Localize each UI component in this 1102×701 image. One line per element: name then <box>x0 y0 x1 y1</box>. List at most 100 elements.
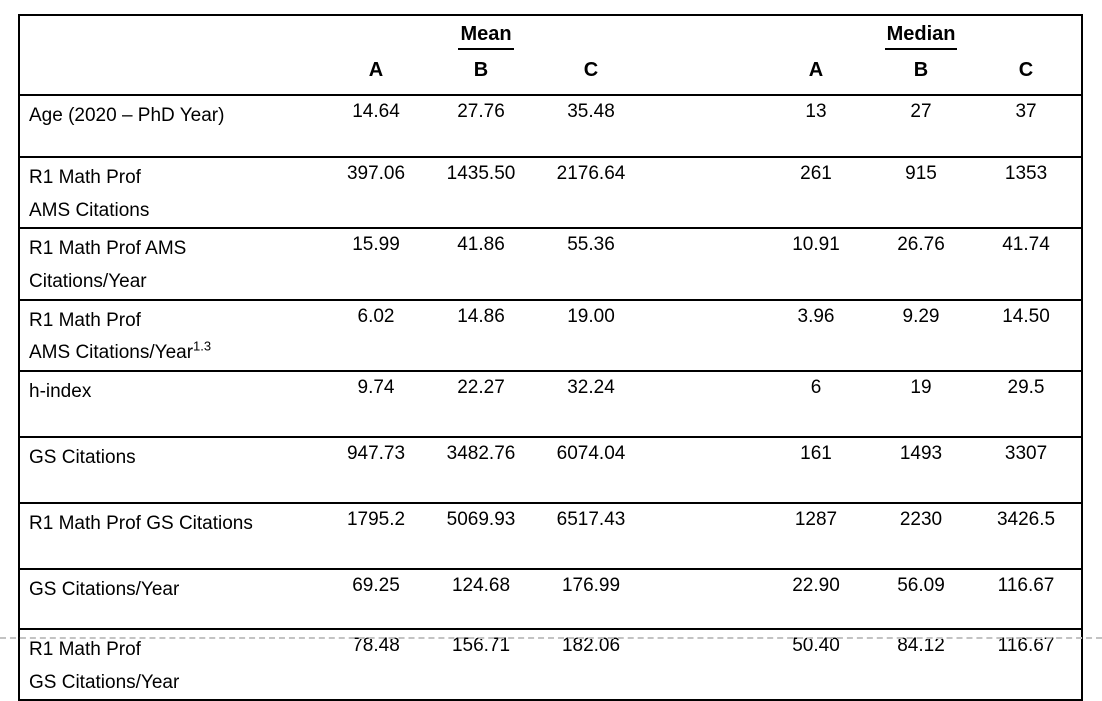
mean-a-value: 15.99 <box>321 227 431 300</box>
median-c-value: 1353 <box>971 155 1083 229</box>
median-group-label: Median <box>884 22 958 50</box>
table-row: Age (2020 – PhD Year) 14.64 27.76 35.48 13 27… <box>19 94 1083 157</box>
table-header: Mean Median A B C A B C <box>19 15 1082 95</box>
table-row: GS Citations/Year 69.25 124.68 176.99 22.90 5… <box>19 568 1083 630</box>
mean-c-value: 176.99 <box>531 568 651 630</box>
row-label: h-index <box>19 370 321 438</box>
table-row: R1 Math Prof AMS Citations 397.06 1435.50 21… <box>19 155 1083 229</box>
column-gap <box>651 370 761 438</box>
mean-c-value: 19.00 <box>531 298 651 372</box>
mean-c-value: 6074.04 <box>531 436 651 504</box>
column-gap <box>651 298 761 372</box>
median-b-value: 9.29 <box>871 298 971 372</box>
group-header-row: Mean Median <box>19 15 1082 54</box>
page-bottom-dashed-rule <box>0 637 1102 639</box>
row-label-line: GS Citations/Year <box>29 579 180 601</box>
column-gap <box>651 568 761 630</box>
median-b-value: 915 <box>871 155 971 229</box>
mean-b-value: 22.27 <box>431 370 531 438</box>
label-exponent: 1.3 <box>193 339 212 355</box>
column-gap <box>651 227 761 300</box>
statistics-table-container: Mean Median A B C A B C Age (2020 – PhD … <box>18 14 1084 701</box>
mean-b-value: 41.86 <box>431 227 531 300</box>
row-label-line: AMS Citations <box>29 199 150 221</box>
mean-a-value: 14.64 <box>321 94 431 157</box>
row-label-line: R1 Math Prof GS Citations <box>29 513 253 535</box>
median-a-value: 1287 <box>761 502 871 570</box>
mean-a-value: 947.73 <box>321 436 431 504</box>
table-body: Age (2020 – PhD Year) 14.64 27.76 35.48 13 27… <box>19 94 1083 701</box>
mean-a-value: 397.06 <box>321 155 431 229</box>
table-row: R1 Math Prof GS Citations/Year 78.48 156.71… <box>19 628 1083 701</box>
median-col-a-header: A <box>808 59 824 81</box>
mean-c-value: 55.36 <box>531 227 651 300</box>
mean-c-value: 2176.64 <box>531 155 651 229</box>
median-b-value: 27 <box>871 94 971 157</box>
row-label-line: R1 Math Prof <box>29 309 141 331</box>
median-c-value: 3307 <box>971 436 1083 504</box>
row-label-line: GS Citations <box>29 447 136 469</box>
column-gap <box>651 155 761 229</box>
median-a-value: 261 <box>761 155 871 229</box>
row-label-line: GS Citations/Year <box>29 671 180 693</box>
mean-b-value: 124.68 <box>431 568 531 630</box>
mean-a-value: 78.48 <box>321 628 431 701</box>
mean-a-value: 1795.2 <box>321 502 431 570</box>
median-c-value: 29.5 <box>971 370 1083 438</box>
header-spacer <box>19 15 321 54</box>
row-label: R1 Math Prof AMS Citations/Year <box>19 227 321 300</box>
mean-c-value: 182.06 <box>531 628 651 701</box>
median-a-value: 22.90 <box>761 568 871 630</box>
median-a-value: 10.91 <box>761 227 871 300</box>
mean-col-b-header: B <box>473 59 489 81</box>
mean-col-a-header: A <box>368 59 384 81</box>
mean-c-value: 6517.43 <box>531 502 651 570</box>
median-a-value: 6 <box>761 370 871 438</box>
median-group-header: Median <box>761 15 1082 54</box>
row-label: GS Citations/Year <box>19 568 321 630</box>
mean-group-header: Mean <box>321 15 651 54</box>
median-col-b-header: B <box>913 59 929 81</box>
mean-group-label: Mean <box>458 22 514 50</box>
mean-col-c-header: C <box>583 59 599 81</box>
median-c-value: 3426.5 <box>971 502 1083 570</box>
mean-c-value: 32.24 <box>531 370 651 438</box>
row-label: R1 Math Prof GS Citations/Year <box>19 628 321 701</box>
row-label: Age (2020 – PhD Year) <box>19 94 321 157</box>
row-label: GS Citations <box>19 436 321 504</box>
mean-b-value: 1435.50 <box>431 155 531 229</box>
row-label: R1 Math Prof GS Citations <box>19 502 321 570</box>
table-row: h-index 9.74 22.27 32.24 6 19 29.5 <box>19 370 1083 438</box>
median-c-value: 41.74 <box>971 227 1083 300</box>
mean-b-value: 3482.76 <box>431 436 531 504</box>
median-a-value: 161 <box>761 436 871 504</box>
row-label-line: Citations/Year <box>29 271 147 293</box>
median-b-value: 26.76 <box>871 227 971 300</box>
table-row: R1 Math Prof GS Citations 1795.2 5069.93 65… <box>19 502 1083 570</box>
table-row: R1 Math Prof AMS Citations/Year1.3 6.02 14.… <box>19 298 1083 372</box>
column-header-row: A B C A B C <box>19 54 1082 95</box>
median-b-value: 19 <box>871 370 971 438</box>
header-gap <box>651 54 761 95</box>
row-label-line: R1 Math Prof <box>29 167 141 188</box>
median-c-value: 116.67 <box>971 568 1083 630</box>
statistics-table: Mean Median A B C A B C Age (2020 – PhD … <box>18 14 1084 701</box>
column-gap <box>651 94 761 157</box>
row-label: R1 Math Prof AMS Citations/Year1.3 <box>19 298 321 372</box>
column-gap <box>651 628 761 701</box>
mean-c-value: 35.48 <box>531 94 651 157</box>
mean-b-value: 5069.93 <box>431 502 531 570</box>
header-spacer <box>19 54 321 95</box>
mean-b-value: 27.76 <box>431 94 531 157</box>
table-row: GS Citations 947.73 3482.76 6074.04 161 1493 3… <box>19 436 1083 504</box>
mean-b-value: 14.86 <box>431 298 531 372</box>
column-gap <box>651 436 761 504</box>
column-gap <box>651 502 761 570</box>
mean-a-value: 6.02 <box>321 298 431 372</box>
row-label-line: R1 Math Prof AMS <box>29 238 187 260</box>
median-col-c-header: C <box>1018 59 1034 81</box>
row-label-line: AMS Citations/Year <box>29 342 194 364</box>
mean-b-value: 156.71 <box>431 628 531 701</box>
median-b-value: 84.12 <box>871 628 971 701</box>
mean-a-value: 69.25 <box>321 568 431 630</box>
